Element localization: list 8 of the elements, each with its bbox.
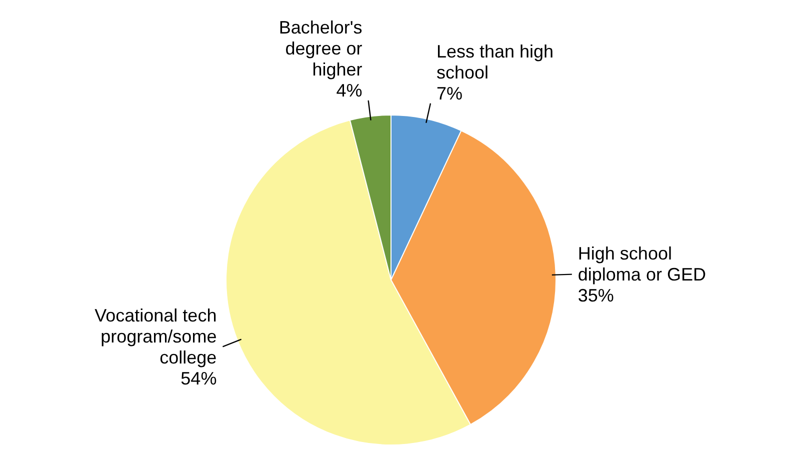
data-label: 7% [436, 83, 462, 104]
data-label: 35% [578, 286, 614, 306]
slice-label: Less than high school [436, 41, 554, 82]
slice-label: Vocational tech program/some college [94, 305, 217, 368]
slice-label: High school diploma or GED [578, 244, 706, 285]
data-label: 54% [180, 368, 217, 388]
slice-label: Bachelor's degree or higher [278, 17, 362, 80]
data-label: 4% [336, 80, 362, 100]
